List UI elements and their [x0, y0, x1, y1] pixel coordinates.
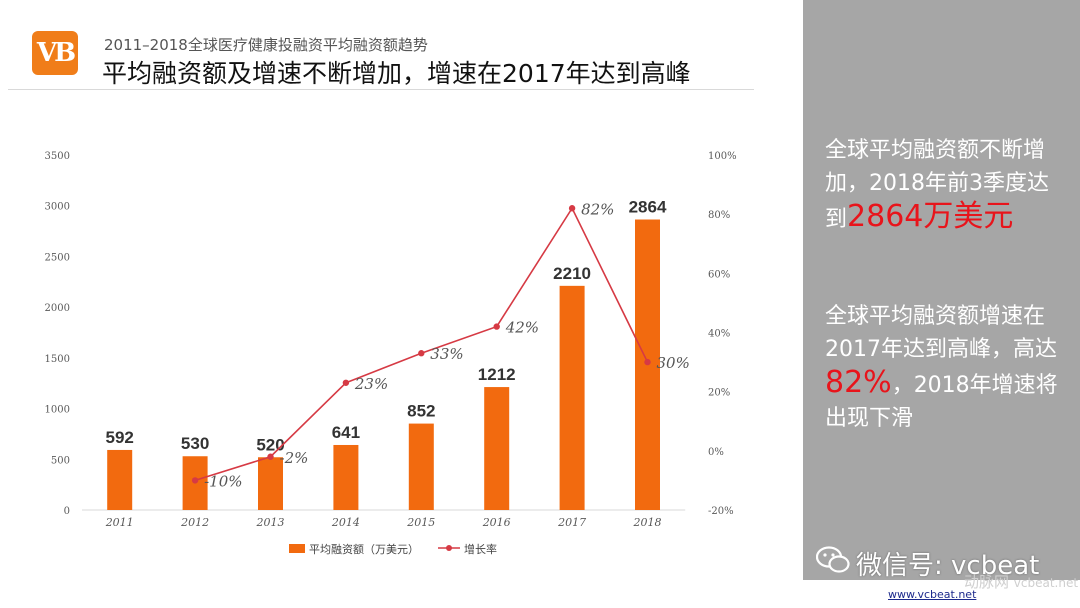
y-left-tick-label: 2000: [45, 303, 70, 314]
y-right-tick-label: 0%: [708, 447, 724, 458]
y-left-tick-label: 2500: [45, 252, 70, 263]
x-tick-label: 2014: [331, 516, 360, 529]
bar: [559, 285, 585, 510]
page-title: 平均融资额及增速不断增加，增速在2017年达到高峰: [102, 59, 691, 88]
x-tick-label: 2015: [406, 516, 435, 529]
growth-rate-label: 23%: [354, 375, 388, 393]
bar-value-label: 530: [181, 434, 209, 453]
y-right-tick-label: 20%: [708, 388, 730, 399]
bar: [333, 444, 359, 510]
site-watermark-domain: vcbeat.net: [1013, 576, 1079, 590]
y-left-tick-label: 500: [51, 455, 70, 466]
bar-value-label: 2210: [553, 264, 591, 283]
side-text-2-main: 全球平均融资额增速在2017年达到高峰，高达: [825, 304, 1057, 362]
wechat-id: 微信号: vcbeat: [856, 551, 1040, 581]
bar: [258, 457, 283, 510]
side-text-2: 全球平均融资额增速在2017年达到高峰，高达82%，2018年增速将出现下滑: [825, 300, 1061, 435]
bar-value-label: 641: [332, 423, 360, 442]
side-text-1-main: 全球平均融资额不断增加，2018年前3季度达到: [825, 138, 1049, 232]
wechat-watermark: 微信号: vcbeat: [815, 545, 1040, 582]
growth-rate-point: [267, 453, 274, 460]
growth-rate-label: 33%: [430, 345, 463, 363]
side-text-2-tail: ，2018年增速将出现下滑: [825, 373, 1058, 431]
combo-chart: 0 500 1000 1500 2000 2500 3000 3500 -20% 0% 20% 40%…: [45, 151, 737, 556]
growth-rate-point: [644, 358, 651, 366]
side-highlight-amount: 2864万美元: [847, 199, 1014, 234]
y-left-tick-label: 1500: [45, 354, 70, 365]
growth-rate-point: [191, 477, 199, 484]
growth-rate-point: [568, 205, 576, 212]
bar-value-label: 1212: [478, 365, 516, 384]
x-tick-label: 2012: [180, 516, 209, 529]
site-url-link[interactable]: www.vcbeat.net: [888, 588, 977, 601]
growth-rate-label: 42%: [505, 319, 539, 337]
y-left-tick-label: 3500: [45, 151, 70, 162]
y-right-tick-label: 80%: [708, 210, 730, 221]
growth-rate-label: -2%: [280, 449, 309, 467]
growth-rate-label: -10%: [204, 472, 242, 490]
x-tick-label: 2013: [256, 516, 285, 529]
y-left-tick-label: 1000: [45, 405, 70, 416]
bar: [408, 423, 434, 510]
side-panel: 全球平均融资额不断增加，2018年前3季度达到2864万美元 全球平均融资额增速…: [803, 0, 1080, 580]
growth-rate-point: [418, 350, 425, 357]
site-watermark: 动脉网 vcbeat.net: [964, 571, 1078, 592]
side-highlight-rate: 82%: [825, 365, 892, 400]
legend-line-label: 增长率: [464, 542, 497, 556]
y-right-tick-label: 40%: [708, 329, 730, 340]
growth-rate-point: [493, 323, 500, 330]
legend-line-marker: [446, 545, 452, 551]
x-tick-label: 2011: [105, 516, 134, 529]
growth-rate-point: [342, 379, 350, 386]
bar: [484, 387, 510, 510]
x-tick-label: 2017: [557, 516, 586, 529]
bar-value-label: 2864: [629, 198, 667, 217]
y-left-tick-label: 3000: [45, 202, 70, 213]
title-divider: [8, 89, 754, 90]
x-tick-label: 2018: [633, 516, 662, 529]
bar-value-label: 592: [106, 428, 134, 447]
legend-bar-label: 平均融资额（万美元）: [309, 543, 419, 556]
chart-subtitle: 2011–2018全球医疗健康投融资平均融资额趋势: [104, 36, 428, 54]
legend-bar-swatch: [289, 544, 305, 553]
bar: [107, 449, 133, 510]
wechat-icon: [815, 546, 850, 581]
site-watermark-name: 动脉网: [964, 573, 1010, 591]
growth-rate-label: 82%: [581, 200, 614, 218]
y-right-tick-label: 100%: [708, 151, 737, 162]
side-text-1: 全球平均融资额不断增加，2018年前3季度达到2864万美元: [825, 134, 1061, 236]
bar-value-label: 852: [407, 402, 435, 421]
x-tick-label: 2016: [482, 516, 511, 529]
y-right-tick-label: -20%: [708, 506, 734, 517]
y-left-tick-label: 0: [64, 506, 70, 517]
growth-rate-label: 30%: [657, 354, 690, 372]
logo: VB: [32, 31, 78, 75]
y-right-tick-label: 60%: [708, 269, 730, 280]
